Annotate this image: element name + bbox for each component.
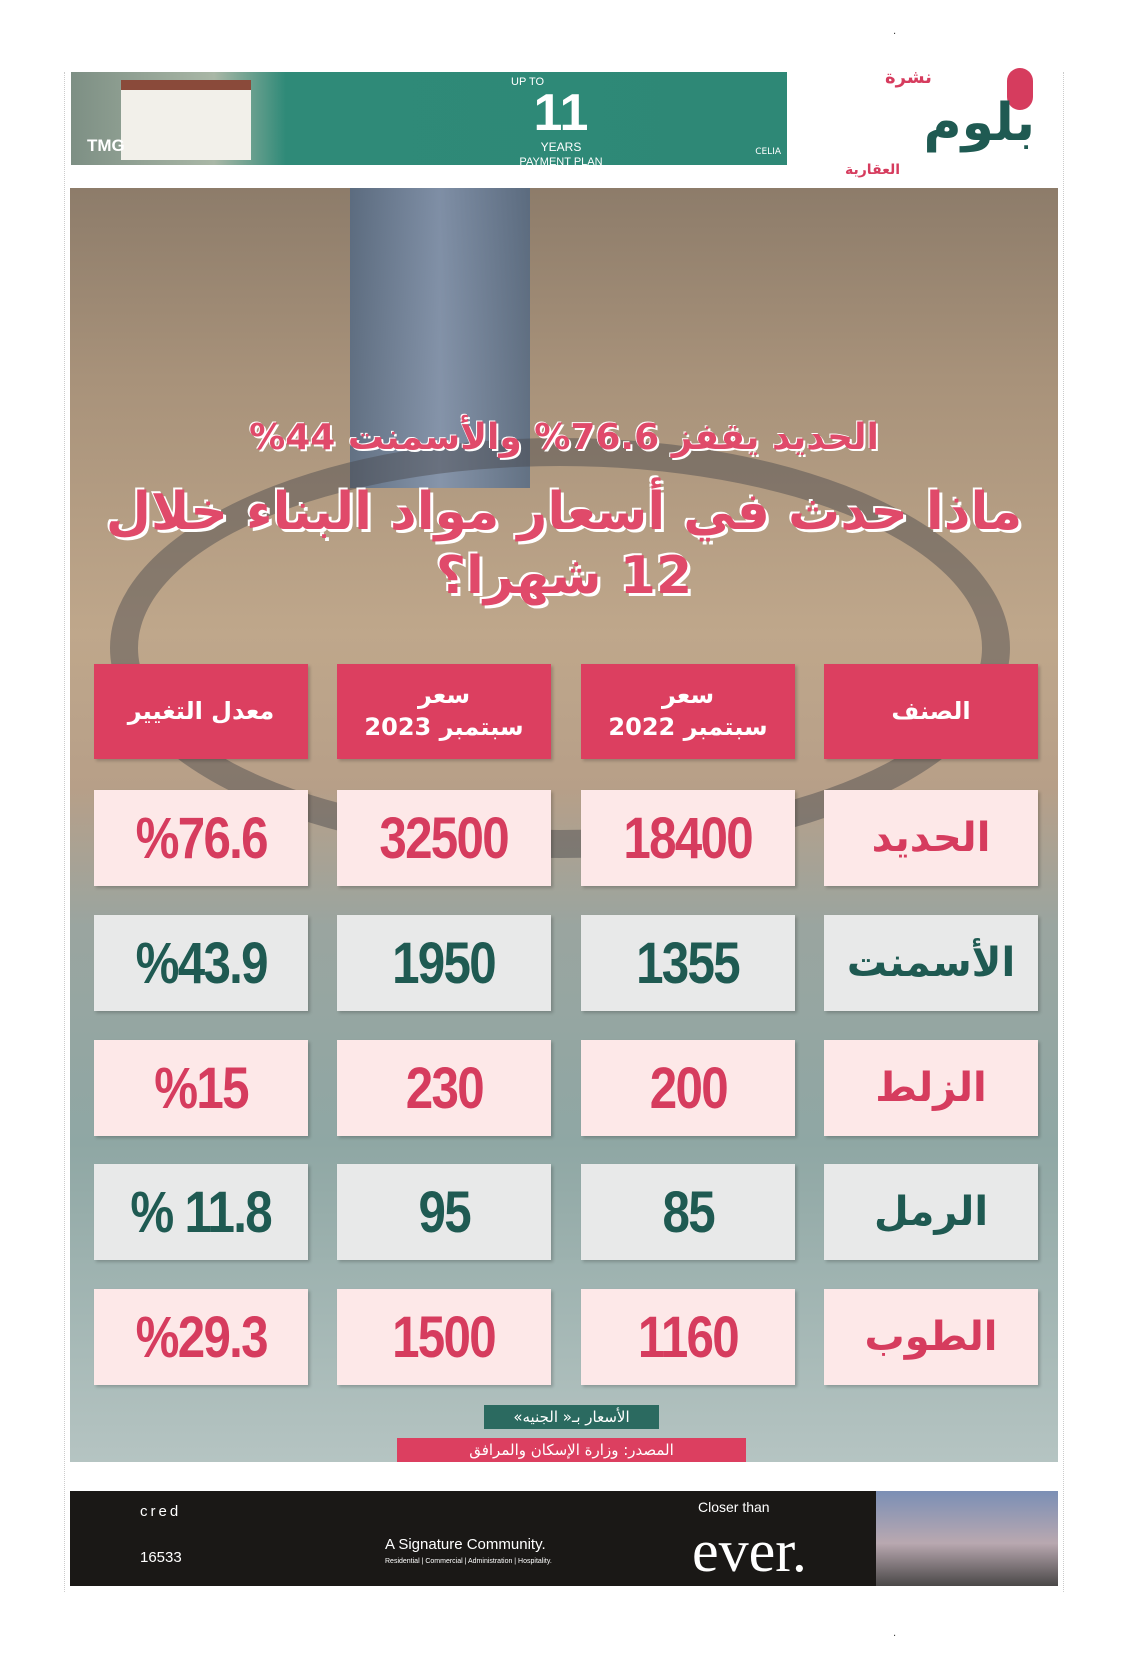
ad-plan: PAYMENT PLAN — [519, 156, 603, 165]
table-cell-change: %43.9 — [94, 915, 308, 1011]
logo-name: بلوم — [923, 93, 1035, 153]
table-cell-p2023: 1500 — [337, 1289, 551, 1385]
bottom-advertisement[interactable]: cred 16533 A Signature Community. Reside… — [70, 1491, 1058, 1586]
cell-text: 200 — [649, 1055, 728, 1121]
microphone-icon — [1007, 68, 1033, 110]
table-cell-p2022: 18400 — [581, 790, 795, 886]
cell-text: %15 — [154, 1055, 249, 1121]
cell-text: %76.6 — [135, 805, 268, 871]
ad-tagline: A Signature Community. — [385, 1536, 546, 1553]
worker-photo — [350, 188, 530, 488]
cell-text: الطوب — [864, 1314, 998, 1360]
cell-text: 1950 — [392, 930, 498, 996]
headline: ماذا حدث في أسعار مواد البناء خلال 12 شه… — [105, 482, 1023, 606]
table-cell-p2023: 95 — [337, 1164, 551, 1260]
table-cell-p2023: 230 — [337, 1040, 551, 1136]
ad-brand: TMG — [87, 136, 125, 155]
logo-prefix: نشرة — [885, 67, 932, 88]
ad-project: CELIA — [755, 147, 781, 157]
cell-text: 95 — [418, 1179, 471, 1245]
table-cell-item: الرمل — [824, 1164, 1038, 1260]
mark: . — [893, 26, 897, 37]
column-header-item: الصنف — [824, 664, 1038, 759]
column-header-2022: سعر سبتمبر 2022 — [581, 664, 795, 759]
villa-image — [121, 80, 251, 160]
ad-years: YEARS — [540, 139, 582, 154]
column-header-change: معدل التغيير — [94, 664, 308, 759]
cell-text: 1160 — [637, 1304, 740, 1370]
cell-text: 85 — [662, 1179, 715, 1245]
cell-text: 1355 — [636, 930, 742, 996]
table-cell-p2022: 1355 — [581, 915, 795, 1011]
cell-text: %43.9 — [135, 930, 268, 996]
cell-text: 230 — [405, 1055, 484, 1121]
table-cell-item: الحديد — [824, 790, 1038, 886]
table-cell-change: %15 — [94, 1040, 308, 1136]
cell-text: 1500 — [392, 1304, 498, 1370]
cell-text: الزلط — [875, 1065, 987, 1111]
page-frame — [64, 72, 1064, 1592]
table-cell-change: % 11.8 — [94, 1164, 308, 1260]
column-header-2023: سعر سبتمبر 2023 — [337, 664, 551, 759]
table-cell-change: %29.3 — [94, 1289, 308, 1385]
header-subtext: سبتمبر 2023 — [364, 712, 524, 741]
cell-text: الأسمنت — [846, 940, 1016, 986]
table-cell-change: %76.6 — [94, 790, 308, 886]
cell-text: % 11.8 — [130, 1179, 273, 1245]
table-cell-p2023: 1950 — [337, 915, 551, 1011]
table-cell-p2022: 200 — [581, 1040, 795, 1136]
source-note: المصدر: وزارة الإسكان والمرافق — [397, 1438, 746, 1462]
ad-up-to: UP TO — [511, 76, 545, 88]
building-image — [876, 1491, 1058, 1586]
table-cell-p2023: 32500 — [337, 790, 551, 886]
ad-number: 11 — [533, 84, 589, 142]
logo: بلوم نشرة العقارية — [845, 66, 1045, 182]
table-cell-item: الأسمنت — [824, 915, 1038, 1011]
header-text: سعر — [661, 681, 715, 710]
header-subtext: سبتمبر 2022 — [608, 712, 768, 741]
cell-text: %29.3 — [135, 1304, 268, 1370]
top-advertisement[interactable]: TMG UP TO 11 YEARS PAYMENT PLAN CELIA — [71, 72, 787, 165]
table-cell-item: الطوب — [824, 1289, 1038, 1385]
table-cell-p2022: 1160 — [581, 1289, 795, 1385]
table-cell-item: الزلط — [824, 1040, 1038, 1136]
header-text: الصنف — [891, 696, 971, 725]
cell-text: الحديد — [871, 815, 991, 861]
cell-text: 32500 — [379, 805, 510, 871]
mark: . — [893, 1628, 897, 1639]
ad-sectors: Residential | Commercial | Administratio… — [385, 1558, 552, 1565]
currency-note: الأسعار بـ« الجنيه» — [484, 1405, 659, 1429]
ad-phone: 16533 — [140, 1549, 182, 1566]
header-text: معدل التغيير — [127, 696, 275, 725]
table-cell-p2022: 85 — [581, 1164, 795, 1260]
cell-text: الرمل — [873, 1189, 989, 1235]
header-text: سعر — [417, 681, 471, 710]
ad-ever: ever. — [692, 1518, 807, 1584]
cell-text: 18400 — [623, 805, 754, 871]
infographic: الحديد يقفز 76.6% والأسمنت 44% ماذا حدث … — [70, 188, 1058, 1462]
ad-brand: cred — [140, 1503, 182, 1520]
ad-offer: UP TO 11 YEARS PAYMENT PLAN — [511, 76, 611, 165]
logo-suffix: العقارية — [845, 162, 901, 178]
ad-closer: Closer than — [698, 1499, 770, 1515]
subtitle: الحديد يقفز 76.6% والأسمنت 44% — [249, 417, 879, 458]
